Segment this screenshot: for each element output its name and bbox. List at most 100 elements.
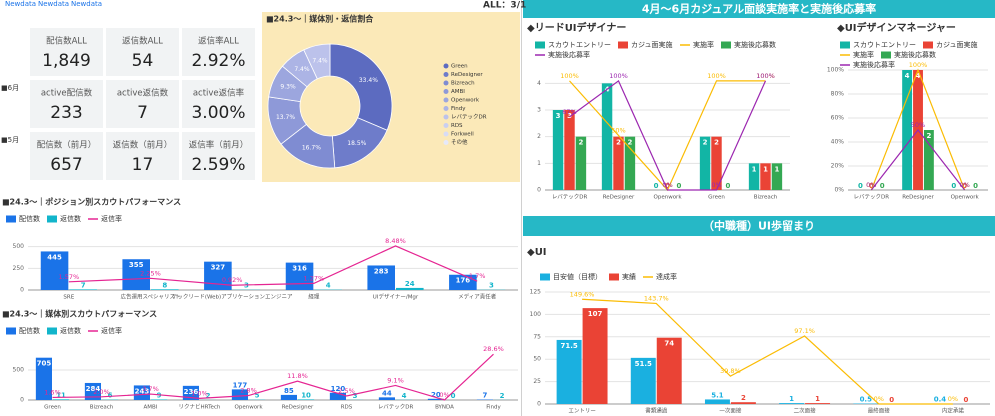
bar-label: 2 (714, 139, 719, 147)
line-label: 97.1% (794, 327, 815, 335)
bar-label: 11 (56, 391, 66, 399)
bar (329, 392, 346, 400)
x-tick-label: Openwork (235, 405, 264, 411)
bar (84, 382, 101, 400)
bar-label: 5.1 (711, 391, 724, 399)
kpi-card (30, 28, 103, 76)
legend-swatch (443, 97, 449, 103)
bar-label: 4 (326, 282, 331, 290)
legend-label: 実施後応募率 (853, 60, 895, 69)
legend-label: RDS (451, 123, 463, 129)
bar-label: 0 (676, 182, 681, 190)
legend-swatch (6, 215, 16, 223)
x-tick-label: 経理 (308, 293, 320, 301)
x-tick-label: 最終面接 (868, 407, 891, 415)
line-label: 1.6% (44, 388, 61, 396)
kpi-card (182, 132, 255, 180)
bar (182, 385, 199, 400)
bar-label: 284 (86, 385, 101, 393)
line-label: 0% (711, 181, 721, 189)
legend-swatch (535, 41, 545, 49)
bar (564, 110, 575, 190)
bar-label: 0 (963, 396, 968, 404)
x-tick-label: UIデザイナー/Mgr (373, 293, 419, 301)
bar-label: 2 (578, 139, 583, 147)
bar-label: 236 (184, 388, 199, 396)
bar-label: 0.4 (934, 396, 947, 404)
x-tick-label: メディア責任者 (458, 293, 497, 301)
bar (748, 163, 760, 190)
kpi-label: 返信率（前月） (189, 140, 249, 151)
line-label: 100% (756, 72, 775, 80)
bar (805, 403, 831, 404)
x-tick-label: Green (708, 195, 725, 201)
slice-label: 18.5% (347, 140, 366, 147)
x-tick-label: 内定承諾 (942, 407, 965, 415)
bar-label: 4 (905, 72, 910, 80)
y-tick-label: 500 (13, 367, 25, 374)
bar-label: 8 (162, 281, 167, 289)
legend-swatch (6, 327, 16, 335)
legend-label: Green (451, 64, 468, 70)
slice-label: 16.7% (302, 145, 321, 152)
bar-label: 0 (451, 392, 456, 400)
y-tick-label: 1 (537, 160, 541, 167)
bar (40, 251, 69, 290)
nav-link[interactable]: Newdata (71, 0, 102, 8)
x-tick-label: 広告運用スペシャリスト (120, 293, 180, 301)
legend-label: 返信数 (60, 326, 81, 335)
nav-link[interactable]: Newdata (38, 0, 69, 8)
x-tick-label: ReDesigner (282, 405, 314, 411)
bar-label: 1 (789, 395, 794, 403)
line-label: 100% (609, 72, 628, 80)
legend-label: 返信数 (60, 214, 81, 223)
bar-label: 243 (135, 387, 150, 395)
x-tick-label: レバテックDR (378, 404, 414, 411)
bar (367, 265, 395, 290)
nav-link[interactable]: Newdata (5, 0, 36, 8)
y2-tick-label: 20% (831, 163, 845, 170)
y-tick-label: 50 (533, 356, 541, 363)
bar (656, 337, 682, 404)
bar-label: 44 (382, 389, 392, 397)
kpi-value: 2.92% (191, 51, 245, 71)
kpi-label: active返信数 (117, 88, 169, 99)
kpi-card (106, 80, 179, 128)
line (569, 79, 767, 191)
line-label: 100% (909, 61, 928, 69)
bar (630, 357, 656, 404)
chart-title: ■24.3〜｜媒体別・返信割合 (266, 14, 374, 24)
line-label: 2.25% (140, 269, 161, 277)
legend-label: Findy (451, 106, 466, 112)
bar-label: 0 (869, 182, 874, 190)
legend-label: 実施後応募数 (734, 40, 776, 49)
bar-label: 6 (108, 392, 113, 400)
bar-label: 0 (665, 182, 670, 190)
bar (704, 399, 730, 404)
x-tick-label: エントリー (568, 408, 596, 415)
bar (552, 110, 564, 190)
bar-label: 85 (284, 387, 294, 395)
y-tick-label: 0 (20, 397, 24, 404)
bar-label: 9 (157, 391, 162, 399)
kpi-value: 3.00% (191, 103, 245, 123)
line-label: 2.5% (338, 387, 355, 395)
line-label: 149.6% (570, 290, 595, 298)
kpi-card (182, 28, 255, 76)
bar-label: 7 (482, 392, 487, 400)
line-label: 1.27% (304, 274, 325, 282)
bar (771, 163, 783, 190)
line-label: 143.7% (644, 294, 669, 302)
x-tick-label: Bizreach (754, 195, 778, 201)
bar-label: 445 (47, 253, 62, 261)
bar-label: 2 (741, 394, 746, 402)
bar (285, 262, 314, 290)
line-label: 0% (866, 181, 876, 189)
legend-label: スカウトエントリー (548, 41, 611, 49)
y-tick-label: 3 (537, 107, 541, 114)
bar-label: 327 (211, 264, 226, 272)
filter-label[interactable]: ALL：3/1 (483, 1, 526, 11)
line-label: 0% (874, 395, 884, 403)
bar (122, 259, 150, 290)
line-label: 28.6% (483, 345, 504, 353)
